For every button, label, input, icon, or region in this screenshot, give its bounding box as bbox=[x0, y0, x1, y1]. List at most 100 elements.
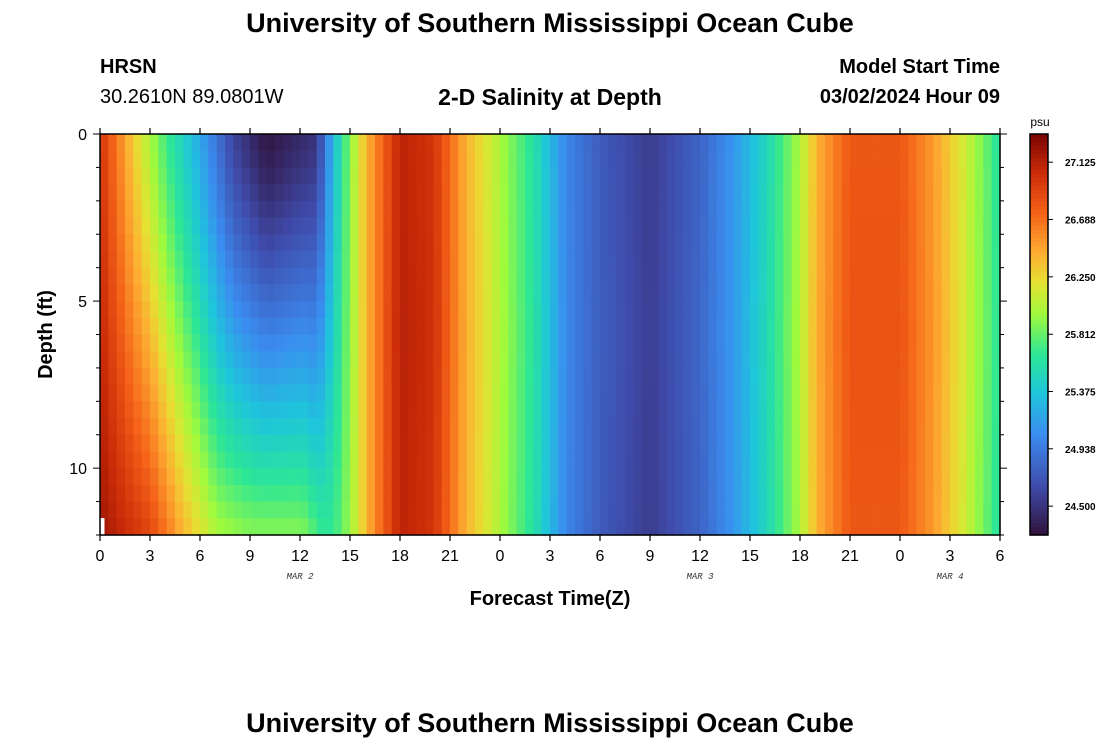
heatmap-cell bbox=[300, 334, 309, 352]
heatmap-cell bbox=[841, 518, 851, 536]
heatmap-cell bbox=[316, 234, 326, 252]
heatmap-cell bbox=[200, 468, 209, 486]
colorbar-band bbox=[1030, 358, 1048, 364]
heatmap-cell bbox=[666, 367, 676, 386]
heatmap-cell bbox=[991, 217, 1001, 235]
heatmap-cell bbox=[108, 150, 118, 169]
heatmap-cell bbox=[391, 367, 401, 386]
heatmap-cell bbox=[175, 267, 184, 285]
heatmap-cell bbox=[933, 451, 943, 469]
heatmap-cell bbox=[250, 367, 259, 386]
heatmap-cell bbox=[250, 284, 259, 302]
heatmap-cell bbox=[800, 501, 809, 519]
heatmap-cell bbox=[383, 301, 393, 319]
heatmap-cell bbox=[358, 384, 368, 402]
heatmap-cell bbox=[908, 451, 918, 469]
heatmap-cell bbox=[916, 434, 926, 453]
heatmap-cell bbox=[383, 484, 393, 503]
heatmap-cell bbox=[350, 134, 359, 152]
footer-title: University of Southern Mississippi Ocean… bbox=[246, 708, 854, 738]
heatmap-cell bbox=[350, 484, 359, 503]
heatmap-cell bbox=[358, 301, 368, 319]
heatmap-cell bbox=[858, 384, 868, 402]
heatmap-cell bbox=[216, 150, 226, 169]
heatmap-cell bbox=[408, 267, 418, 285]
heatmap-cell bbox=[925, 434, 934, 453]
heatmap-cell bbox=[600, 501, 609, 519]
heatmap-cell bbox=[658, 134, 668, 152]
heatmap-cell bbox=[433, 434, 443, 453]
heatmap-cell bbox=[700, 484, 709, 503]
heatmap-cell bbox=[425, 150, 434, 169]
heatmap-cell bbox=[475, 200, 484, 219]
heatmap-cell bbox=[358, 250, 368, 269]
heatmap-cell bbox=[583, 518, 593, 536]
heatmap-cell bbox=[366, 134, 376, 152]
heatmap-cell bbox=[858, 150, 868, 169]
heatmap-cell bbox=[375, 150, 384, 169]
heatmap-cell bbox=[133, 134, 143, 152]
heatmap-cell bbox=[558, 401, 568, 419]
colorbar-band bbox=[1030, 226, 1048, 231]
heatmap-cell bbox=[741, 518, 751, 536]
heatmap-cell bbox=[991, 501, 1001, 519]
colorbar-band bbox=[1030, 470, 1048, 476]
heatmap-cell bbox=[966, 367, 976, 386]
heatmap-cell bbox=[183, 250, 193, 269]
heatmap-cell bbox=[475, 150, 484, 169]
heatmap-cell bbox=[158, 200, 168, 219]
heatmap-cell bbox=[616, 167, 626, 185]
heatmap-cell bbox=[425, 468, 434, 486]
heatmap-cell bbox=[641, 184, 651, 202]
heatmap-cell bbox=[491, 134, 501, 152]
heatmap-cell bbox=[583, 317, 593, 336]
heatmap-cell bbox=[641, 518, 651, 536]
heatmap-cell bbox=[541, 234, 551, 252]
heatmap-cell bbox=[900, 134, 909, 152]
heatmap-cell bbox=[116, 250, 126, 269]
heatmap-cell bbox=[991, 484, 1001, 503]
heatmap-cell bbox=[108, 217, 118, 235]
heatmap-cell bbox=[616, 451, 626, 469]
heatmap-cell bbox=[425, 451, 434, 469]
heatmap-cell bbox=[991, 334, 1001, 352]
heatmap-cell bbox=[825, 384, 834, 402]
heatmap-cell bbox=[266, 518, 276, 536]
heatmap-cell bbox=[108, 167, 118, 185]
heatmap-cell bbox=[483, 200, 493, 219]
heatmap-cell bbox=[558, 468, 568, 486]
heatmap-cell bbox=[941, 367, 951, 386]
heatmap-cell bbox=[291, 334, 301, 352]
heatmap-cell bbox=[358, 217, 368, 235]
heatmap-cell bbox=[441, 518, 451, 536]
heatmap-cell bbox=[975, 501, 984, 519]
heatmap-cell bbox=[175, 351, 184, 369]
heatmap-cell bbox=[516, 501, 526, 519]
heatmap-cell bbox=[708, 518, 718, 536]
heatmap-cell bbox=[841, 301, 851, 319]
heatmap-cell bbox=[133, 200, 143, 219]
heatmap-cell bbox=[691, 317, 701, 336]
heatmap-cell bbox=[591, 484, 601, 503]
colorbar-band bbox=[1030, 146, 1048, 151]
heatmap-cell bbox=[500, 301, 509, 319]
heatmap-cell bbox=[450, 134, 459, 152]
heatmap-cell bbox=[258, 484, 268, 503]
colorbar-band bbox=[1030, 198, 1048, 203]
heatmap-cell bbox=[475, 334, 484, 352]
colorbar-band bbox=[1030, 494, 1048, 500]
heatmap-cell bbox=[916, 468, 926, 486]
heatmap-cell bbox=[758, 234, 768, 252]
heatmap-cell bbox=[575, 484, 584, 503]
heatmap-cell bbox=[375, 434, 384, 453]
heatmap-cell bbox=[858, 317, 868, 336]
heatmap-cell bbox=[275, 217, 284, 235]
heatmap-cell bbox=[975, 384, 984, 402]
colorbar-band bbox=[1030, 286, 1048, 291]
heatmap-cell bbox=[816, 384, 826, 402]
colorbar-band bbox=[1030, 410, 1048, 416]
heatmap-cell bbox=[366, 501, 376, 519]
heatmap-cell bbox=[316, 284, 326, 302]
heatmap-cell bbox=[141, 367, 151, 386]
heatmap-cell bbox=[383, 200, 393, 219]
